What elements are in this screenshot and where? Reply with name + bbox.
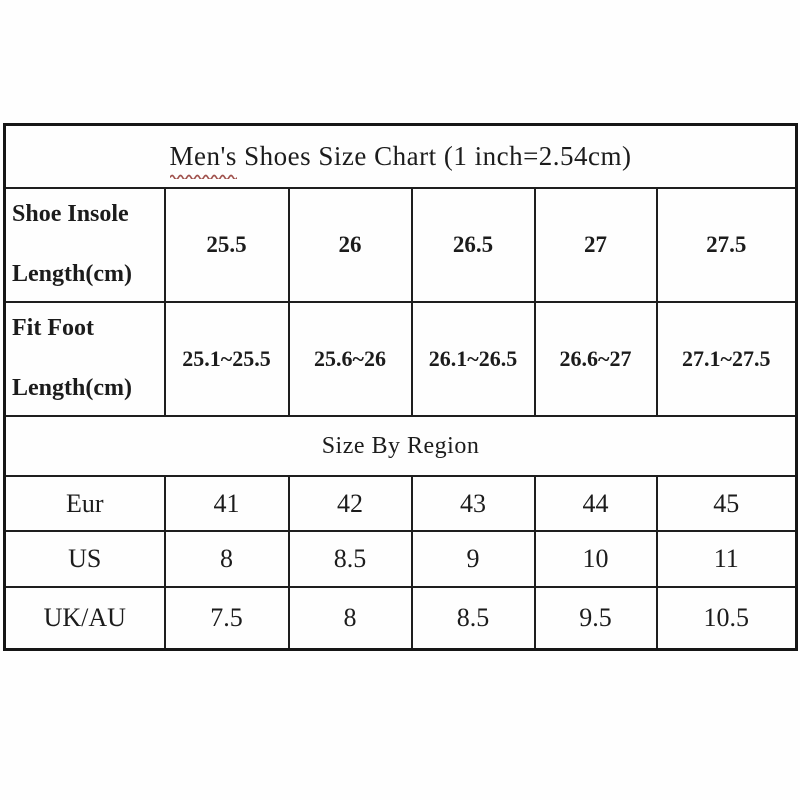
title-word-misspelled: Men's	[169, 141, 237, 179]
insole-length-cell: 27	[533, 187, 658, 303]
eur-size-cell: 43	[410, 475, 536, 532]
eur-size-cell: 45	[655, 475, 798, 532]
header-line-1: Fit Foot	[12, 315, 94, 341]
eur-size-cell: 42	[287, 475, 413, 532]
row-header-fit-foot: Fit Foot Length(cm)	[3, 301, 166, 417]
uk-au-size-cell: 9.5	[533, 586, 658, 651]
row-header-wrap: Shoe Insole Length(cm)	[7, 190, 163, 300]
insole-length-cell: 25.5	[163, 187, 290, 303]
eur-size-cell: 44	[533, 475, 658, 532]
fit-foot-length-cell: 27.1~27.5	[655, 301, 798, 417]
insole-length-cell: 26	[287, 187, 413, 303]
eur-row: Eur 41 42 43 44 45	[3, 475, 798, 532]
header-line-2: Length(cm)	[12, 261, 132, 287]
section-header-row: Size By Region	[3, 415, 798, 477]
fit-foot-length-cell: 26.1~26.5	[410, 301, 536, 417]
insole-length-cell: 27.5	[655, 187, 798, 303]
header-line-2: Length(cm)	[12, 375, 132, 401]
us-size-cell: 10	[533, 530, 658, 588]
title-row: Men's Shoes Size Chart (1 inch=2.54cm)	[3, 123, 798, 189]
us-size-cell: 11	[655, 530, 798, 588]
insole-length-cell: 26.5	[410, 187, 536, 303]
header-line-1: Shoe Insole	[12, 201, 129, 227]
fit-foot-row: Fit Foot Length(cm) 25.1~25.5 25.6~26 26…	[3, 301, 798, 417]
chart-title: Men's Shoes Size Chart (1 inch=2.54cm)	[3, 123, 798, 189]
row-label-eur: Eur	[3, 475, 166, 532]
row-label-uk-au: UK/AU	[3, 586, 166, 651]
row-label-us: US	[3, 530, 166, 588]
us-size-cell: 8	[163, 530, 290, 588]
size-chart-table: Men's Shoes Size Chart (1 inch=2.54cm) S…	[3, 123, 799, 651]
uk-au-row: UK/AU 7.5 8 8.5 9.5 10.5	[3, 586, 798, 651]
uk-au-size-cell: 8.5	[410, 586, 536, 651]
section-header-size-by-region: Size By Region	[3, 415, 798, 477]
fit-foot-length-cell: 25.6~26	[287, 301, 413, 417]
fit-foot-length-cell: 26.6~27	[533, 301, 658, 417]
row-header-shoe-insole: Shoe Insole Length(cm)	[3, 187, 166, 303]
fit-foot-length-cell: 25.1~25.5	[163, 301, 290, 417]
spellcheck-squiggle-icon	[169, 174, 237, 179]
shoe-insole-row: Shoe Insole Length(cm) 25.5 26 26.5 27 2…	[3, 187, 798, 303]
uk-au-size-cell: 7.5	[163, 586, 290, 651]
uk-au-size-cell: 8	[287, 586, 413, 651]
title-word-text: Men's	[169, 141, 237, 171]
us-size-cell: 8.5	[287, 530, 413, 588]
row-header-wrap: Fit Foot Length(cm)	[7, 304, 163, 414]
eur-size-cell: 41	[163, 475, 290, 532]
us-row: US 8 8.5 9 10 11	[3, 530, 798, 588]
title-rest: Shoes Size Chart (1 inch=2.54cm)	[236, 141, 632, 171]
uk-au-size-cell: 10.5	[655, 586, 798, 651]
us-size-cell: 9	[410, 530, 536, 588]
